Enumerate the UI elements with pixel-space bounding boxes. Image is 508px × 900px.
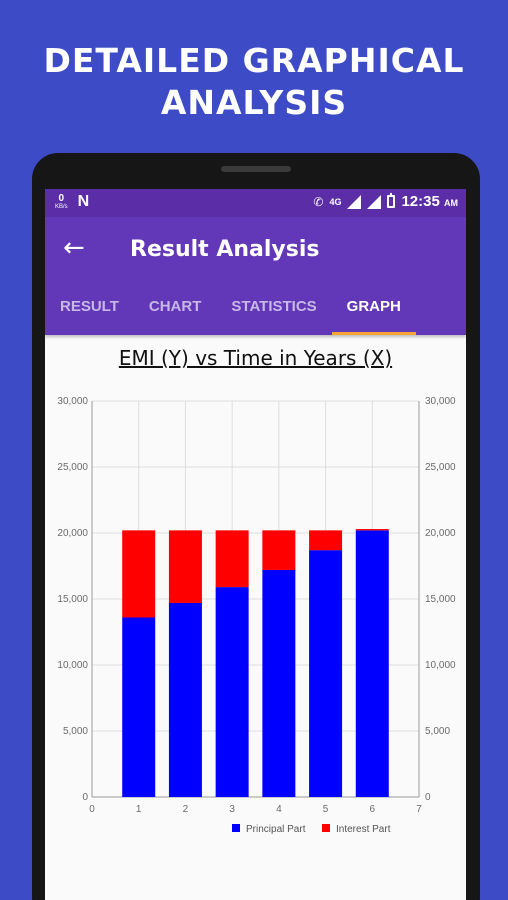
tab-result[interactable]: RESULT — [60, 298, 119, 315]
y-tick-label-left: 30,000 — [57, 396, 88, 407]
bar-interest — [309, 530, 343, 551]
page-title: Result Analysis — [130, 237, 320, 262]
phone-speaker — [221, 166, 291, 172]
bar-interest — [262, 530, 296, 570]
y-tick-label-right: 20,000 — [425, 528, 456, 539]
y-tick-label-right: 30,000 — [425, 396, 456, 407]
y-tick-label-right: 5,000 — [425, 726, 450, 737]
signal-icon-2 — [367, 194, 382, 209]
app-bar: ← Result Analysis — [45, 217, 466, 281]
legend-label: Interest Part — [336, 824, 391, 835]
y-tick-label-left: 5,000 — [63, 726, 88, 737]
promo-headline: DETAILED GRAPHICAL ANALYSIS — [0, 40, 508, 124]
promo-headline-line2: ANALYSIS — [160, 83, 348, 122]
y-tick-label-right: 0 — [425, 792, 431, 803]
bar-principal — [122, 617, 156, 797]
x-tick-label: 2 — [183, 804, 189, 815]
bar-principal — [355, 530, 389, 797]
battery-icon — [387, 193, 396, 208]
tab-statistics[interactable]: STATISTICS — [231, 298, 317, 315]
signal-icon — [347, 194, 362, 209]
x-tick-label: 0 — [89, 804, 95, 815]
legend-label: Principal Part — [246, 824, 306, 835]
bar-interest — [122, 530, 156, 618]
bar-principal — [309, 550, 343, 797]
bar-interest — [215, 530, 249, 588]
call-icon: ✆ — [313, 194, 324, 209]
y-tick-label-left: 20,000 — [57, 528, 88, 539]
bar-principal — [262, 569, 296, 797]
phone-frame: 0 KB/s N ✆ 4G 12:35 AM ← Result Analysis — [32, 153, 480, 900]
legend-swatch — [322, 824, 330, 832]
y-tick-label-left: 10,000 — [57, 660, 88, 671]
net-speed-value: 0 — [58, 192, 65, 204]
bar-principal — [168, 602, 202, 797]
x-tick-label: 6 — [370, 804, 376, 815]
x-tick-label: 3 — [229, 804, 235, 815]
status-bar: 0 KB/s N ✆ 4G 12:35 AM — [45, 189, 466, 217]
bar-interest — [355, 529, 389, 531]
tab-chart[interactable]: CHART — [148, 298, 202, 315]
bar-principal — [215, 587, 249, 797]
y-tick-label-left: 0 — [82, 792, 88, 803]
notification-n-icon: N — [77, 193, 90, 210]
clock-time: 12:35 — [401, 193, 440, 210]
clock-ampm: AM — [444, 198, 458, 208]
x-tick-label: 5 — [323, 804, 329, 815]
chart-title: EMI (Y) vs Time in Years (X) — [118, 346, 393, 370]
y-tick-label-right: 15,000 — [425, 594, 456, 605]
x-tick-label: 1 — [136, 804, 142, 815]
y-tick-label-right: 25,000 — [425, 462, 456, 473]
net-speed-unit: KB/s — [55, 203, 68, 210]
clock: 12:35 AM — [401, 193, 458, 210]
network-speed: 0 KB/s — [55, 192, 68, 211]
y-tick-label-left: 25,000 — [57, 462, 88, 473]
x-tick-label: 4 — [276, 804, 282, 815]
legend-swatch — [232, 824, 240, 832]
tab-graph[interactable]: GRAPH — [331, 281, 417, 335]
promo-headline-line1: DETAILED GRAPHICAL — [43, 41, 465, 80]
phone-screen: 0 KB/s N ✆ 4G 12:35 AM ← Result Analysis — [45, 189, 466, 900]
tab-bar: RESULT CHART STATISTICS GRAPH — [45, 281, 466, 335]
arrow-back-icon[interactable]: ← — [63, 233, 85, 263]
network-type-label: 4G — [329, 196, 342, 207]
y-tick-label-right: 10,000 — [425, 660, 456, 671]
y-tick-label-left: 15,000 — [57, 594, 88, 605]
x-tick-label: 7 — [416, 804, 422, 815]
bar-interest — [168, 530, 202, 603]
